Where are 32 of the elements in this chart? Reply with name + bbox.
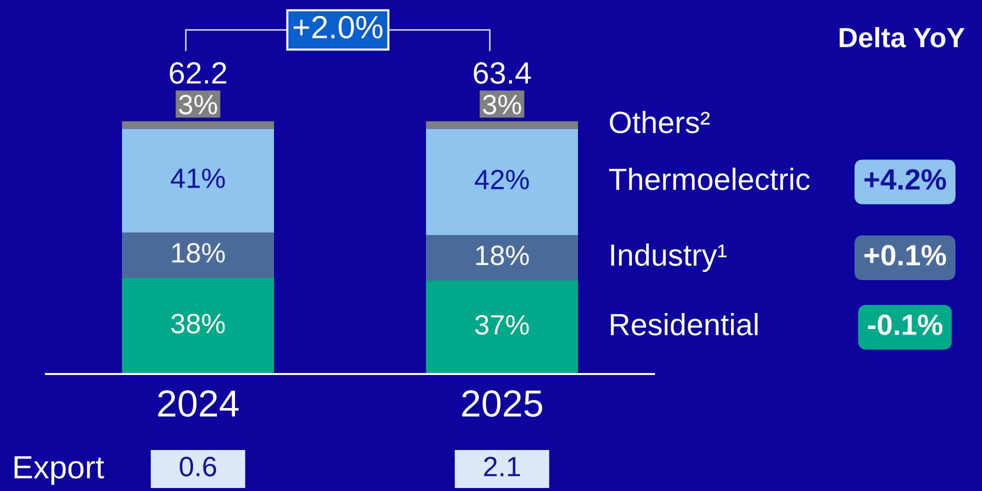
text: +0.1%	[864, 244, 946, 266]
bar	[122, 121, 274, 129]
text: Export	[14, 456, 104, 485]
data-label: 41%	[170, 168, 225, 188]
text: -0.1%	[868, 314, 942, 336]
text: 0.6	[180, 456, 216, 476]
data-label: 37%	[475, 315, 529, 335]
bar	[426, 280, 578, 374]
bar	[122, 278, 274, 374]
text: +2.0%	[294, 16, 382, 38]
series-label: Others²	[610, 110, 710, 134]
bar	[426, 235, 578, 280]
data-label: 3%	[482, 94, 522, 114]
legend-label: Thermoelectric	[609, 168, 810, 190]
text: 63.4	[474, 62, 531, 84]
text: 2.1	[484, 456, 520, 476]
text: +4.2%	[864, 169, 946, 190]
text: 62.2	[170, 62, 226, 84]
data-label: 3%	[178, 94, 218, 114]
series-label: Residential	[610, 313, 758, 336]
data-label: 38%	[171, 314, 225, 334]
x-tick-label: 2024	[158, 390, 239, 417]
bar	[426, 121, 578, 129]
x-tick-label: 2025	[462, 390, 542, 417]
data-label: 42%	[474, 170, 529, 190]
series-label: Industry¹	[611, 244, 727, 272]
bar	[426, 128, 578, 236]
bar	[122, 128, 274, 232]
data-label: 18%	[172, 243, 225, 263]
text: Delta YoY	[840, 27, 965, 48]
bar	[122, 232, 274, 278]
data-label: 18%	[476, 246, 529, 266]
